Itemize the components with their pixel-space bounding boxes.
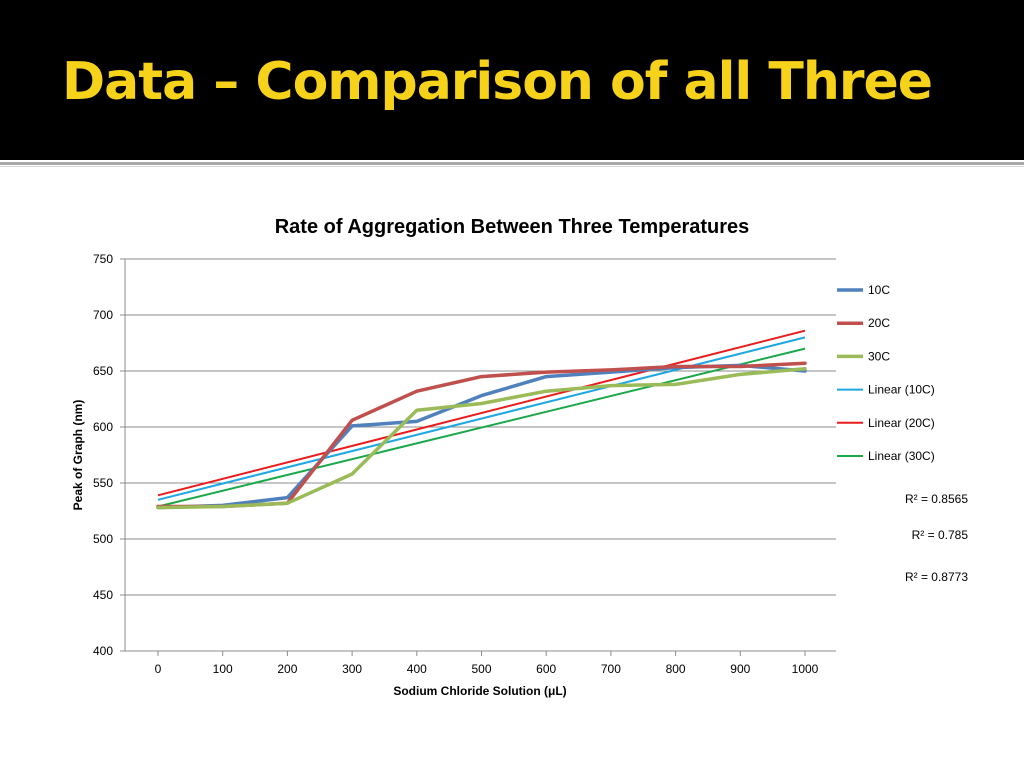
x-tick-label-0: 0 — [155, 662, 162, 676]
x-tick-label-1000: 1000 — [792, 662, 819, 676]
gridlines — [125, 258, 836, 652]
x-tick-label-300: 300 — [342, 662, 362, 676]
trendline-1 — [157, 336, 806, 501]
y-tick-labels: 400 450 500 550 600 650 700 750 — [93, 252, 113, 658]
data-series — [156, 361, 807, 510]
y-tick-label-700: 700 — [93, 308, 113, 322]
x-tick-labels: 0 100 200 300 400 500 600 700 800 900 1000 — [155, 662, 819, 676]
x-tick-label-600: 600 — [536, 662, 556, 676]
y-tick-label-550: 550 — [93, 476, 113, 490]
x-axis-label: Sodium Chloride Solution (μL) — [393, 684, 566, 698]
x-tick-label-400: 400 — [407, 662, 427, 676]
x-tick-label-500: 500 — [471, 662, 491, 676]
r-squared-label-3: R² = 0.8773 — [905, 570, 968, 584]
y-axis-label: Peak of Graph (nm) — [71, 400, 85, 511]
series-line-20c — [156, 361, 807, 509]
y-tick-label-600: 600 — [93, 420, 113, 434]
x-tick-label-800: 800 — [666, 662, 686, 676]
legend-label-6: Linear (30C) — [868, 449, 935, 463]
legend-label-2: 20C — [868, 316, 890, 330]
legend-label-5: Linear (20C) — [868, 416, 935, 430]
legend-label-4: Linear (10C) — [868, 383, 935, 397]
series-line-10c — [156, 363, 807, 510]
axes — [120, 258, 836, 656]
r-squared-label-2: R² = 0.785 — [912, 528, 969, 542]
r-squared-annotations: R² = 0.8565 R² = 0.785 R² = 0.8773 — [905, 492, 968, 584]
chart-title: Rate of Aggregation Between Three Temper… — [275, 216, 750, 238]
y-tick-label-450: 450 — [93, 588, 113, 602]
slide-title: Data – Comparison of all Three — [62, 52, 933, 112]
legend-label-3: 30C — [868, 349, 890, 363]
x-tick-label-100: 100 — [213, 662, 233, 676]
y-tick-label-750: 750 — [93, 252, 113, 266]
header-divider — [0, 162, 1024, 165]
y-tick-label-650: 650 — [93, 364, 113, 378]
trendline-2 — [157, 329, 806, 497]
trendlines — [157, 329, 806, 508]
y-tick-label-400: 400 — [93, 644, 113, 658]
slide-header: Data – Comparison of all Three — [0, 0, 1024, 160]
legend-label-1: 10C — [868, 283, 890, 297]
x-tick-label-900: 900 — [730, 662, 750, 676]
trendline-3 — [157, 347, 806, 508]
y-tick-label-500: 500 — [93, 532, 113, 546]
x-tick-label-700: 700 — [601, 662, 621, 676]
x-tick-label-200: 200 — [277, 662, 297, 676]
legend: 10C 20C 30C Linear (10C) Linear (20C) Linear … — [837, 283, 935, 463]
r-squared-label-1: R² = 0.8565 — [905, 492, 968, 506]
series-line-30c — [156, 367, 807, 510]
header-divider-thin — [0, 166, 1024, 167]
